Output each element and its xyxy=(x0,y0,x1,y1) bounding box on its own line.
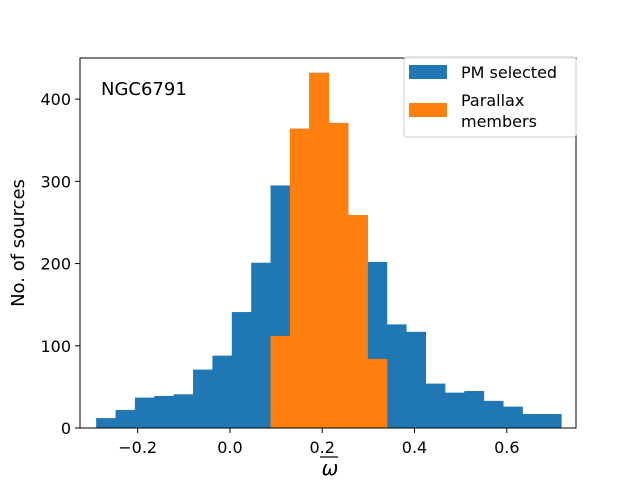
parallax-members-bar xyxy=(270,335,291,428)
parallax-members-bar xyxy=(289,128,310,428)
axes-frame xyxy=(79,57,577,429)
pm-selected-bar xyxy=(503,406,523,428)
pm-selected-bar xyxy=(154,395,175,428)
pm-selected-bar xyxy=(406,331,426,428)
pm-selected-bar xyxy=(96,418,116,428)
parallax-members-bar xyxy=(367,358,388,428)
y-tick-label: 0 xyxy=(61,419,71,438)
pm-selected-bar xyxy=(231,312,252,428)
pm-selected-bar xyxy=(173,394,194,428)
y-axis-label: No. of sources xyxy=(8,179,29,307)
legend-label-parallax-line1: Parallax xyxy=(461,91,524,110)
pm-selected-bar xyxy=(425,383,446,428)
legend-label-pm-selected: PM selected xyxy=(461,63,557,82)
x-tick-label: 0.6 xyxy=(494,438,519,457)
x-tick-label: 0.2 xyxy=(310,438,335,457)
x-axis-label: ω xyxy=(322,456,339,480)
legend-swatch-parallax-members xyxy=(409,103,447,117)
pm-selected-bar xyxy=(193,369,213,428)
parallax-members-bar xyxy=(309,72,330,429)
x-tick-label: 0.4 xyxy=(402,438,427,457)
y-tick-label: 200 xyxy=(40,255,71,274)
pm-selected-bar xyxy=(464,391,485,428)
pm-selected-bar xyxy=(444,392,465,428)
parallax-members-bar xyxy=(348,215,368,428)
y-tick-label: 300 xyxy=(40,172,71,191)
x-axis-label-group: ω xyxy=(320,456,338,480)
pm-selected-bar xyxy=(251,262,271,428)
y-tick-label: 400 xyxy=(40,90,71,109)
legend: PM selected Parallax members xyxy=(403,56,577,138)
legend-swatch-pm-selected xyxy=(409,65,447,79)
pm-selected-bar xyxy=(212,355,233,428)
legend-label-parallax-line2: members xyxy=(461,112,537,131)
pm-selected-bar xyxy=(522,414,543,428)
pm-selected-bar xyxy=(134,397,155,428)
pm-selected-bar xyxy=(386,324,407,428)
cluster-annotation: NGC6791 xyxy=(101,79,187,100)
x-tick-label: 0.0 xyxy=(217,438,242,457)
y-tick-label: 100 xyxy=(40,337,71,356)
x-tick-label: −0.2 xyxy=(118,438,157,457)
y-axis-ticks: 0 100 200 300 400 xyxy=(40,90,80,438)
x-axis-ticks: −0.2 0.0 0.2 0.4 0.6 xyxy=(118,428,520,457)
pm-selected-bar xyxy=(115,409,136,428)
pm-selected-bar xyxy=(541,414,562,428)
parallax-members-bar xyxy=(328,122,349,428)
pm-selected-bar xyxy=(483,400,504,428)
parallax-members-bars xyxy=(270,72,388,429)
